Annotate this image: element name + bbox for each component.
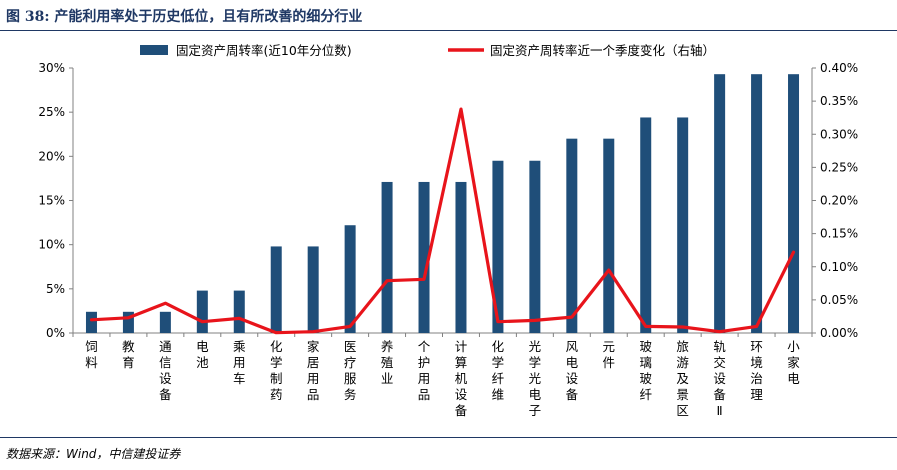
x-category-label: 计算机设备	[455, 339, 468, 418]
legend-bar-swatch	[140, 45, 168, 55]
line-series	[89, 107, 796, 335]
bar	[418, 181, 430, 333]
x-category-label: 光学光电子	[529, 339, 542, 418]
left-axis-tick-label: 20%	[38, 149, 65, 163]
bar	[307, 246, 319, 333]
bar	[677, 117, 689, 333]
right-axis-tick-label: 0.30%	[820, 127, 858, 141]
bar	[529, 160, 541, 333]
figure-title: 图 38: 产能利用率处于历史低位，且有所改善的细分行业	[6, 9, 363, 25]
source-note: 数据来源：Wind，中信建投证券	[6, 447, 181, 461]
x-category-label: 小家电	[787, 339, 800, 386]
right-axis-tick-label: 0.15%	[820, 227, 858, 241]
right-axis-tick-label: 0.35%	[820, 94, 858, 108]
x-category-label: 轨交设备 Ⅱ	[713, 339, 726, 418]
bar	[492, 160, 504, 333]
bar	[196, 290, 208, 333]
legend-line-label: 固定资产周转率近一个季度变化（右轴）	[490, 43, 715, 58]
x-category-label: 环境治理	[750, 339, 763, 402]
bar	[122, 311, 134, 333]
x-category-label: 个护用品	[418, 339, 431, 402]
bar	[381, 181, 393, 333]
right-axis-tick-label: 0.05%	[820, 293, 858, 307]
x-category-label: 乘用车	[233, 339, 246, 386]
left-axis-tick-label: 0%	[46, 326, 65, 340]
bar	[270, 246, 282, 333]
bar	[159, 311, 171, 333]
x-category-label: 电池	[196, 339, 209, 370]
x-category-label: 风电设备	[566, 339, 579, 402]
legend-bar-label: 固定资产周转率(近10年分位数)	[176, 43, 352, 58]
footer-rule	[0, 437, 897, 438]
bar	[233, 290, 245, 333]
bar	[344, 225, 356, 333]
left-axis-tick-label: 15%	[38, 194, 65, 208]
x-category-label: 家居用品	[307, 339, 320, 402]
x-category-label: 医疗服务	[344, 339, 357, 402]
x-category-label: 玻璃玻纤	[639, 339, 652, 402]
left-axis-tick-label: 10%	[38, 238, 65, 252]
left-axis-tick-label: 5%	[46, 282, 65, 296]
right-axis-tick-label: 0.10%	[820, 260, 858, 274]
left-axis-tick-label: 30%	[38, 61, 65, 75]
right-axis-tick-label: 0.20%	[820, 194, 858, 208]
bar	[714, 74, 726, 333]
bar	[788, 74, 800, 333]
x-category-label: 化学制药	[270, 339, 283, 402]
bar	[640, 117, 652, 333]
x-category-label: 饲料	[85, 339, 98, 370]
bar	[85, 311, 97, 333]
x-category-label: 旅游及景区	[676, 339, 689, 418]
x-category-label: 教育	[122, 339, 135, 370]
bar	[751, 74, 763, 333]
chart: 0% 5% 10% 15% 20% 25% 30% 0.00% 0.05% 0.10% 0.15% 0…	[38, 43, 858, 418]
left-axis-tick-label: 25%	[38, 105, 65, 119]
x-category-label: 元件	[603, 339, 616, 370]
bar	[566, 138, 578, 333]
right-axis-tick-label: 0.25%	[820, 160, 858, 174]
right-axis-tick-label: 0.40%	[820, 61, 858, 75]
title-rule	[0, 30, 897, 31]
right-axis-tick-label: 0.00%	[820, 326, 858, 340]
x-category-label: 化学纤维	[492, 339, 505, 402]
x-category-label: 养殖业	[381, 339, 394, 386]
x-category-label: 通信设备	[159, 339, 172, 402]
bar	[603, 138, 615, 333]
bar	[455, 181, 467, 333]
